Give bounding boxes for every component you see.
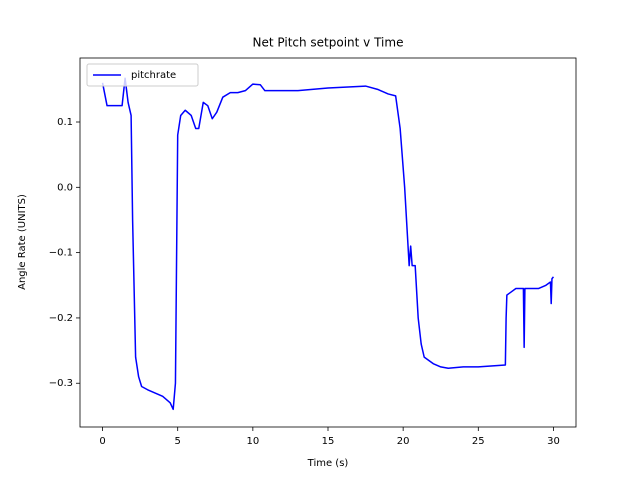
line-series <box>101 77 555 411</box>
x-tick-label: 10 <box>246 436 259 447</box>
y-tick-label: −0.2 <box>49 313 73 324</box>
x-tick-label: 20 <box>397 436 410 447</box>
x-axis-label: Time (s) <box>307 458 349 469</box>
x-tick-label: 0 <box>99 436 105 447</box>
y-tick-label: −0.1 <box>49 248 73 259</box>
x-tick-label: 15 <box>322 436 335 447</box>
legend-label: pitchrate <box>131 70 176 81</box>
y-tick-label: 0.0 <box>57 182 73 193</box>
x-tick-label: 30 <box>547 436 560 447</box>
y-tick-label: −0.3 <box>49 378 73 389</box>
x-tick-label: 5 <box>175 436 181 447</box>
x-tick-label: 25 <box>472 436 485 447</box>
y-axis-label: Angle Rate (UNITS) <box>17 194 28 290</box>
axes-frame <box>79 57 577 428</box>
chart-title: Net Pitch setpoint v Time <box>253 36 404 50</box>
legend-box <box>86 63 199 87</box>
y-tick-label: 0.1 <box>57 117 73 128</box>
